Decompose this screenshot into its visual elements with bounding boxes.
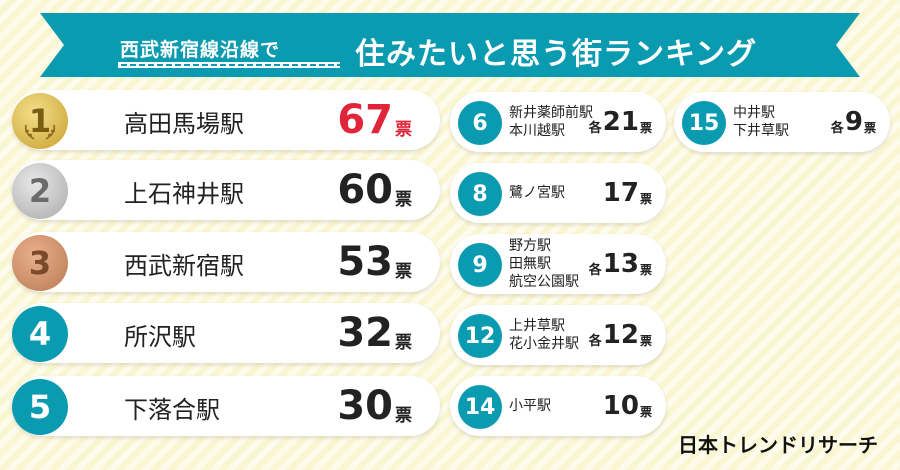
vote-number: 13 bbox=[602, 249, 639, 279]
ranking-row-8: 8 鷺ノ宮駅 17 票 bbox=[450, 163, 666, 223]
each-label: 各 bbox=[830, 120, 844, 136]
vote-count: 各 21 票 bbox=[589, 92, 652, 152]
vote-count: 17 票 bbox=[603, 163, 652, 223]
each-label: 各 bbox=[588, 333, 602, 349]
rank-number: 4 bbox=[28, 315, 52, 353]
rank-badge: 15 bbox=[682, 101, 726, 145]
banner-title: 住みたいと思う街ランキング bbox=[355, 37, 758, 72]
vote-count: 30 票 bbox=[337, 384, 412, 428]
station-name: 野方駅 bbox=[509, 238, 551, 254]
station-names: 小平駅 bbox=[509, 376, 551, 436]
station-name: 鷺ノ宮駅 bbox=[509, 185, 565, 201]
station-name: 航空公園駅 bbox=[509, 274, 579, 290]
banner-ribbon-shape bbox=[40, 13, 860, 77]
vote-count: 各 13 票 bbox=[589, 234, 652, 294]
ranking-row-5: 5 下落合駅 30 票 bbox=[12, 376, 440, 436]
station-name: 下落合駅 bbox=[124, 396, 220, 424]
vote-number: 12 bbox=[602, 320, 639, 350]
station-name: 本川越駅 bbox=[509, 123, 565, 139]
vote-count: 67 票 bbox=[337, 98, 412, 142]
vote-unit: 票 bbox=[395, 190, 412, 210]
station-names: 中井駅 下井草駅 bbox=[733, 92, 789, 152]
station-name: 田無駅 bbox=[509, 256, 551, 272]
vote-unit: 票 bbox=[863, 120, 876, 135]
silver-medal-icon: 2 bbox=[12, 163, 68, 219]
ranking-row-2: 2 上石神井駅 60 票 bbox=[12, 160, 440, 220]
vote-number: 60 bbox=[337, 167, 393, 213]
station-names: 上井草駅 花小金井駅 bbox=[509, 305, 579, 365]
vote-number: 10 bbox=[602, 391, 639, 421]
station-name: 下井草駅 bbox=[733, 123, 789, 139]
station-names: 野方駅 田無駅 航空公園駅 bbox=[509, 234, 579, 294]
vote-number: 32 bbox=[337, 310, 393, 356]
vote-count: 53 票 bbox=[337, 240, 412, 284]
ranking-row-14: 14 小平駅 10 票 bbox=[450, 376, 666, 436]
rank-badge: 12 bbox=[458, 314, 502, 358]
ranking-row-9: 9 野方駅 田無駅 航空公園駅 各 13 票 bbox=[450, 234, 666, 294]
rank-badge: 9 bbox=[458, 243, 502, 287]
rank-badge: 4 bbox=[12, 306, 68, 362]
rank-number: 1 bbox=[28, 102, 52, 140]
vote-number: 21 bbox=[602, 107, 639, 137]
rank-badge: 5 bbox=[12, 379, 68, 435]
ranking-row-3: 3 西武新宿駅 53 票 bbox=[12, 232, 440, 292]
ranking-row-6: 6 新井薬師前駅 本川越駅 各 21 票 bbox=[450, 92, 666, 152]
rank-number: 3 bbox=[28, 244, 52, 282]
vote-number: 30 bbox=[337, 383, 393, 429]
station-name: 花小金井駅 bbox=[509, 336, 579, 352]
vote-number: 17 bbox=[602, 178, 639, 208]
station-names: 鷺ノ宮駅 bbox=[509, 163, 565, 223]
station-name: 新井薬師前駅 bbox=[509, 105, 593, 121]
vote-unit: 票 bbox=[639, 262, 652, 277]
vote-number: 53 bbox=[337, 239, 393, 285]
vote-count: 60 票 bbox=[337, 168, 412, 212]
title-banner: 西武新宿線沿線で 住みたいと思う街ランキング bbox=[40, 13, 860, 77]
banner-subtitle: 西武新宿線沿線で bbox=[120, 39, 281, 61]
station-names: 新井薬師前駅 本川越駅 bbox=[509, 92, 593, 152]
vote-unit: 票 bbox=[639, 120, 652, 135]
vote-unit: 票 bbox=[395, 333, 412, 353]
station-name: 中井駅 bbox=[733, 105, 775, 121]
bronze-medal-icon: 3 bbox=[12, 235, 68, 291]
each-label: 各 bbox=[588, 120, 602, 136]
station-name: 上石神井駅 bbox=[124, 180, 244, 208]
vote-unit: 票 bbox=[395, 406, 412, 426]
railway-track-decoration bbox=[118, 62, 340, 68]
rank-badge: 14 bbox=[458, 385, 502, 429]
vote-unit: 票 bbox=[639, 333, 652, 348]
vote-unit: 票 bbox=[395, 262, 412, 282]
station-name: 高田馬場駅 bbox=[124, 110, 244, 138]
laurel-icon bbox=[24, 124, 56, 140]
ranking-row-4: 4 所沢駅 32 票 bbox=[12, 303, 440, 363]
vote-number: 67 bbox=[337, 97, 393, 143]
rank-badge: 8 bbox=[458, 172, 502, 216]
rank-number: 2 bbox=[28, 172, 52, 210]
vote-count: 10 票 bbox=[603, 376, 652, 436]
company-logo: 日本トレンドリサーチ bbox=[678, 433, 878, 457]
each-label: 各 bbox=[588, 262, 602, 278]
station-name: 小平駅 bbox=[509, 398, 551, 414]
vote-count: 各 12 票 bbox=[589, 305, 652, 365]
rank-number: 5 bbox=[28, 388, 52, 426]
ranking-row-1: 1 高田馬場駅 67 票 bbox=[12, 90, 440, 150]
ranking-row-15: 15 中井駅 下井草駅 各 9 票 bbox=[674, 92, 890, 152]
vote-unit: 票 bbox=[639, 191, 652, 206]
station-name: 上井草駅 bbox=[509, 318, 565, 334]
vote-number: 9 bbox=[844, 107, 863, 137]
vote-unit: 票 bbox=[395, 120, 412, 140]
vote-count: 各 9 票 bbox=[831, 92, 876, 152]
station-name: 所沢駅 bbox=[124, 323, 196, 351]
vote-count: 32 票 bbox=[337, 311, 412, 355]
vote-unit: 票 bbox=[639, 404, 652, 419]
station-name: 西武新宿駅 bbox=[124, 252, 244, 280]
rank-badge: 6 bbox=[458, 101, 502, 145]
ranking-row-12: 12 上井草駅 花小金井駅 各 12 票 bbox=[450, 305, 666, 365]
gold-medal-icon: 1 bbox=[12, 93, 68, 149]
